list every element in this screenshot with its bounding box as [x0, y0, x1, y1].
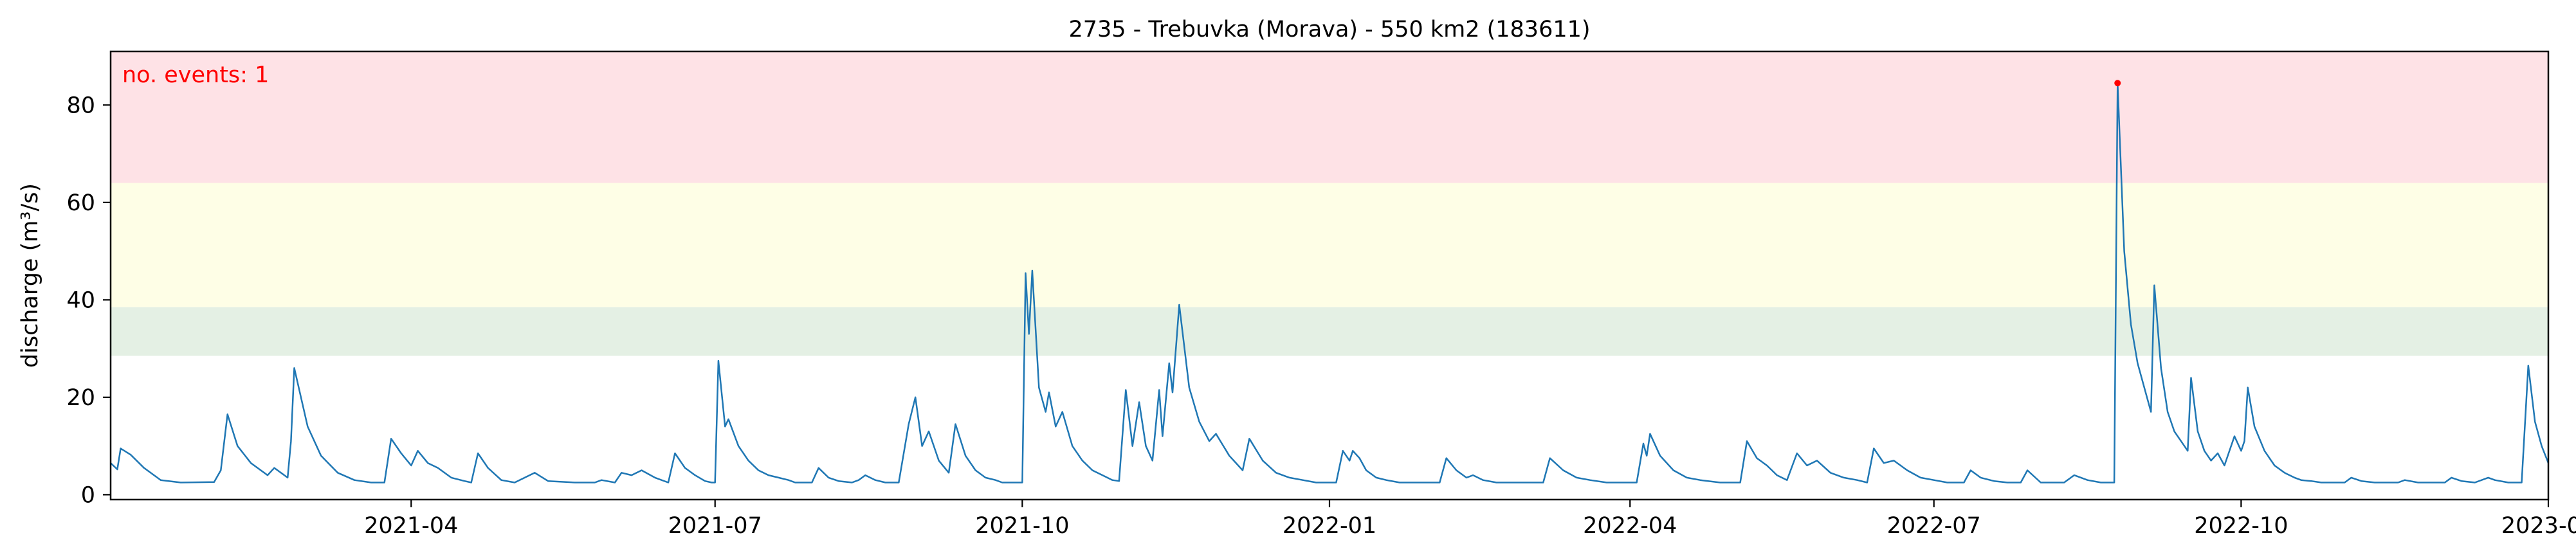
y-tick-label: 20 — [66, 385, 95, 411]
y-tick-label: 80 — [66, 93, 95, 118]
x-axis: 2021-04 2021-07 2021-10 2022-01 2022-04 2022-… — [364, 500, 2576, 539]
event-marker — [2114, 80, 2121, 87]
x-tick-label: 2022-10 — [2194, 513, 2288, 539]
y-axis-label: discharge (m³/s) — [17, 183, 43, 368]
x-tick-label: 2021-07 — [668, 513, 762, 539]
y-tick-label: 40 — [66, 287, 95, 313]
threshold-bands — [111, 51, 2548, 356]
y-axis: 0 20 40 60 80 — [66, 93, 111, 508]
events-layer — [2114, 80, 2121, 87]
x-tick-label: 2023-01 — [2501, 513, 2576, 539]
y-tick-label: 60 — [66, 190, 95, 216]
y-tick-label: 0 — [81, 482, 95, 508]
threshold-band-high — [111, 51, 2548, 183]
events-count-label: no. events: 1 — [122, 62, 269, 88]
series-line-0 — [110, 82, 2550, 483]
x-tick-label: 2022-07 — [1887, 513, 1981, 539]
x-tick-label: 2021-10 — [975, 513, 1069, 539]
threshold-band-medium — [111, 183, 2548, 307]
x-tick-label: 2021-04 — [364, 513, 458, 539]
chart-title: 2735 - Trebuvka (Morava) - 550 km2 (1836… — [1068, 17, 1590, 42]
series-layer — [110, 82, 2550, 483]
threshold-band-low — [111, 307, 2548, 356]
x-tick-label: 2022-01 — [1283, 513, 1376, 539]
x-tick-label: 2022-04 — [1583, 513, 1677, 539]
